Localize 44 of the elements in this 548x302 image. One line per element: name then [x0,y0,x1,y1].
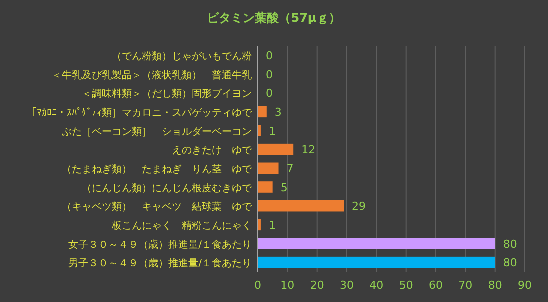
bar [258,219,261,231]
x-tick-label: 90 [518,279,532,292]
bar [258,238,496,250]
y-tick-label: ［ﾏｶﾛﾆ・ｽﾊﾟｹﾞﾃｨ類］マカロニ・スパゲッティゆで [27,106,253,119]
data-label: 5 [280,181,288,194]
data-label: 1 [268,218,276,232]
x-tick-label: 60 [429,279,443,292]
chart-title: ビタミン葉酸（57μｇ） [207,11,341,25]
data-label: 0 [266,49,273,62]
y-tick-label: ＜牛乳及び乳製品＞（液状乳類） 普通牛乳 [52,69,252,82]
x-tick-label: 10 [280,279,295,292]
bar [258,182,273,193]
bar [258,256,496,268]
data-label: 80 [503,238,518,251]
x-tick-label: 20 [310,279,324,292]
y-tick-label: えのきたけ ゆで [172,146,253,157]
bar [258,144,294,156]
x-tick-label: 50 [399,279,414,292]
x-tick-label: 0 [254,279,262,292]
y-tick-label: 女子３０～４９（歳）推進量/１食あたり [68,238,252,251]
y-tick-label: （でん粉類）じゃがいもでん粉 [112,50,252,62]
data-label: 80 [503,256,518,270]
data-label: 3 [274,106,282,119]
y-tick-label: ぶた［ベーコン類］ ショルダーベーコン [62,126,252,138]
bar [258,106,267,118]
data-label: 0 [266,68,273,82]
bar [258,162,279,174]
data-label: 29 [352,200,366,214]
x-tick-label: 30 [340,279,354,292]
y-tick-label: ＜調味料類＞（だし類）固形ブイヨン [82,88,252,100]
bar [258,200,344,212]
x-tick-label: 70 [458,279,473,292]
data-label: 7 [286,162,294,176]
bar [258,125,261,136]
y-tick-label: （たまねぎ類） たまねぎ りん茎 ゆで [62,163,253,176]
x-tick-label: 80 [488,279,502,292]
y-tick-label: 板こんにゃく 精粉こんにゃく [111,220,252,232]
x-tick-label: 40 [370,279,384,292]
data-label: 12 [302,144,316,157]
y-tick-label: （キャベツ類） キャベツ 結球葉 ゆで [62,201,253,214]
data-label: 1 [268,124,276,138]
y-tick-label: （にんじん類）にんじん根皮むきゆで [82,182,253,194]
data-label: 0 [266,87,273,100]
y-tick-label: 男子３０～４９（歳）推進量/１食あたり [68,258,252,270]
